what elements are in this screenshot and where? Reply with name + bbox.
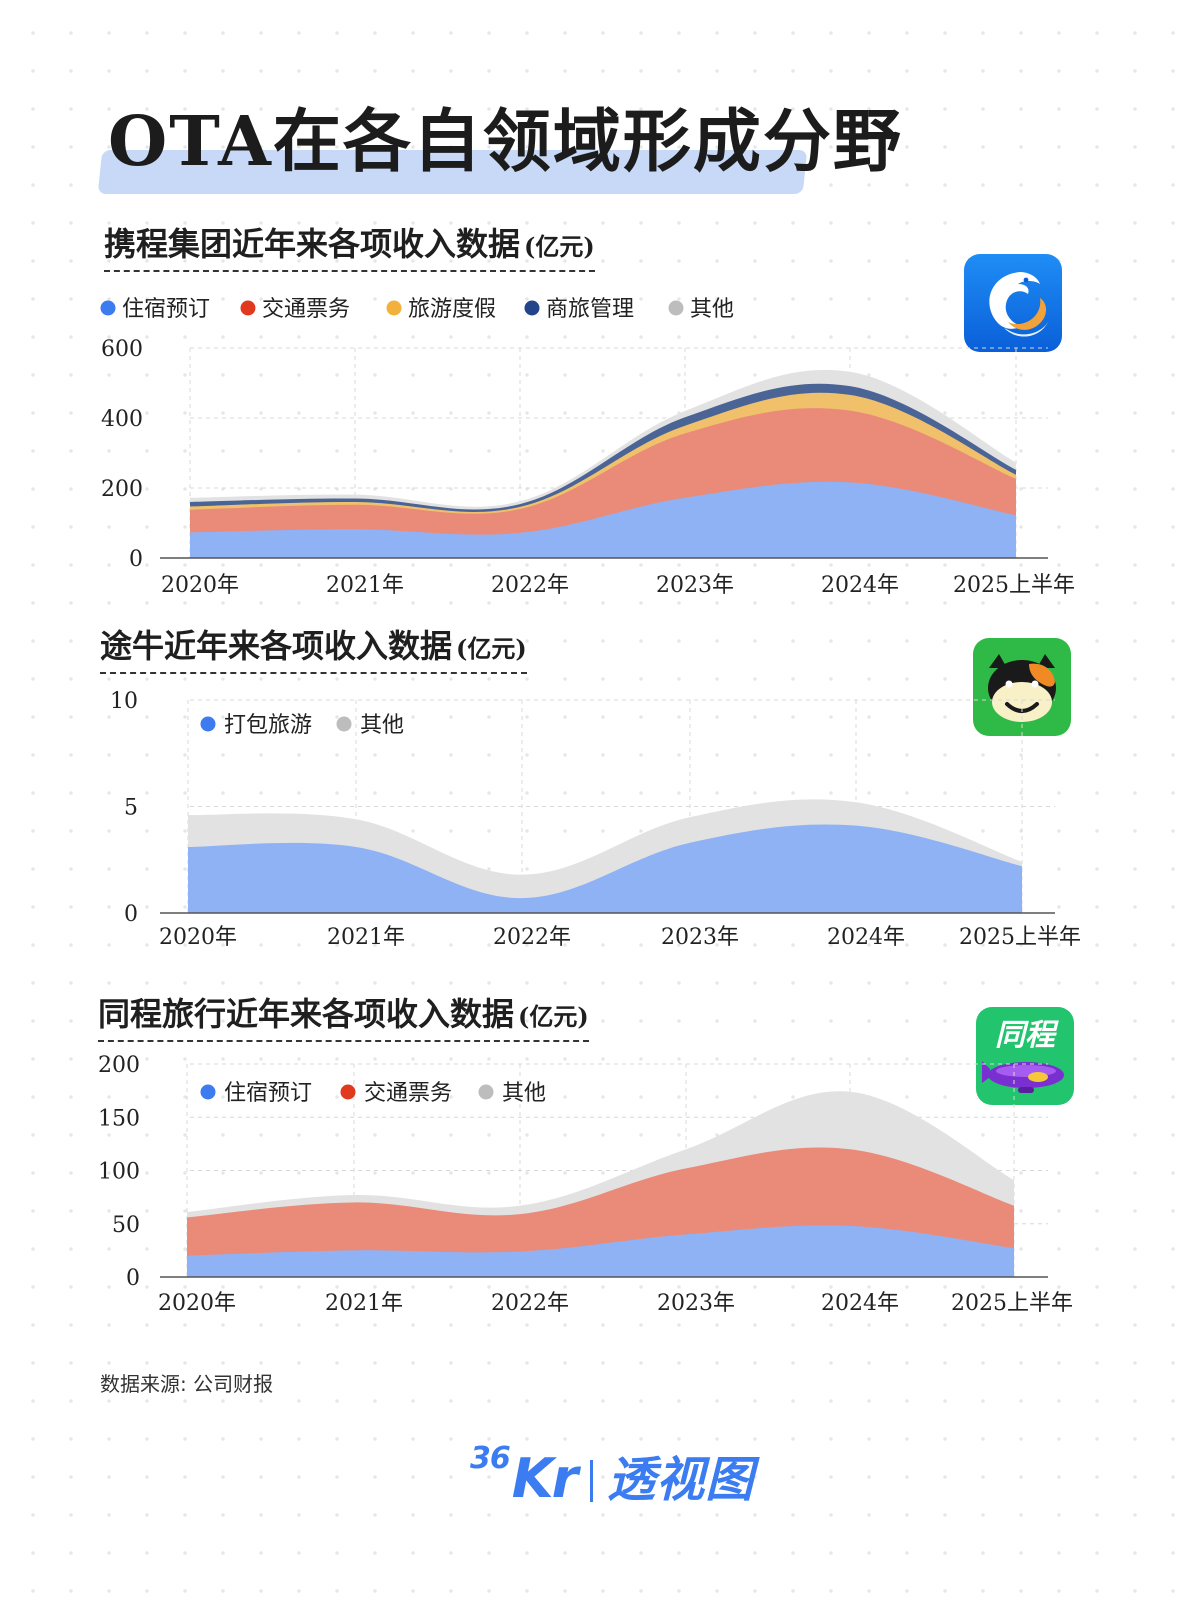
tongcheng-logo: 同程: [976, 1007, 1074, 1105]
legend: 住宿预订 交通票务 其他: [200, 1081, 546, 1106]
legend-dot: [668, 300, 684, 316]
legend-dot: [100, 300, 116, 316]
area-住宿预订: [187, 1225, 1014, 1277]
x-tick-label: 2020年: [161, 573, 239, 598]
legend-dot: [200, 1084, 216, 1100]
x-tick-label: 2023年: [657, 1291, 735, 1316]
data-source: 数据来源: 公司财报: [100, 1372, 274, 1396]
legend-label: 其他: [502, 1081, 546, 1106]
x-tick-label: 2020年: [159, 925, 237, 950]
x-tick-label: 2024年: [821, 573, 899, 598]
legend-label: 商旅管理: [546, 297, 634, 322]
legend-label: 住宿预订: [122, 297, 210, 322]
areas: [190, 369, 1016, 558]
chart-tuniu: 0 5 10 2020年 2021年 2022年 2023年 2024年 2025上半年 打包旅游…: [0, 676, 1201, 956]
brand-kr: Kr: [511, 1447, 578, 1510]
area-打包旅游: [188, 824, 1022, 913]
x-tick-label: 2024年: [827, 925, 905, 950]
area-住宿预订: [190, 481, 1016, 558]
x-tick-label: 2025上半年: [951, 1291, 1073, 1316]
x-tick-label: 2020年: [158, 1291, 236, 1316]
y-tick-label: 600: [101, 337, 143, 362]
y-tick-label: 10: [110, 689, 138, 714]
x-tick-label: 2023年: [661, 925, 739, 950]
y-tick-label: 5: [124, 796, 138, 821]
brand-separator: [590, 1460, 594, 1502]
legend-label: 交通票务: [364, 1081, 452, 1106]
x-tick-label: 2025上半年: [959, 925, 1081, 950]
areas: [188, 799, 1022, 913]
dolphin-icon: [964, 254, 1062, 352]
legend-label: 其他: [690, 297, 734, 322]
y-tick-label: 0: [124, 902, 138, 927]
brand-name: 透视图: [607, 1452, 755, 1508]
legend-label: 打包旅游: [224, 713, 312, 738]
legend-dot: [524, 300, 540, 316]
legend-dot: [200, 716, 216, 732]
y-tick-label: 200: [101, 477, 143, 502]
x-tick-label: 2021年: [326, 573, 404, 598]
page-title: OTA在各自领域形成分野: [108, 102, 903, 182]
section-title-ctrip: 携程集团近年来各项收入数据 (亿元): [104, 228, 595, 272]
chart-ctrip: 0 200 400 600 2020年 2021年 2022年 2023年 2024年 2025上…: [0, 280, 1201, 600]
x-tick-label: 2022年: [491, 1291, 569, 1316]
x-tick-label: 2024年: [821, 1291, 899, 1316]
legend-label: 旅游度假: [408, 297, 496, 322]
section-title-tongcheng-text: 同程旅行近年来各项收入数据: [98, 995, 515, 1033]
chart-svg-0: 0 200 400 600 2020年 2021年 2022年 2023年 2024年 2025上…: [100, 297, 1075, 598]
y-tick-label: 400: [101, 407, 143, 432]
tongcheng-logo-text: 同程: [995, 1018, 1059, 1053]
y-tick-label: 0: [129, 547, 143, 572]
legend-dot: [240, 300, 256, 316]
section-title-ctrip-text: 携程集团近年来各项收入数据: [104, 225, 521, 263]
x-tick-label: 2025上半年: [953, 573, 1075, 598]
legend-dot: [386, 300, 402, 316]
legend: 打包旅游 其他: [200, 713, 404, 738]
chart-svg-1: 0 5 10 2020年 2021年 2022年 2023年 2024年 2025上半年 打包旅游…: [110, 689, 1081, 950]
unit-label: (亿元): [518, 1002, 589, 1031]
legend: 住宿预订 交通票务 旅游度假 商旅管理 其他: [100, 297, 734, 322]
y-tick-label: 100: [98, 1160, 140, 1185]
chart-svg-2: 0 50 100 150 200 2020年 2021年 2022年 2023年 2024年 202…: [98, 1053, 1073, 1316]
x-tick-label: 2021年: [327, 925, 405, 950]
x-tick-label: 2022年: [493, 925, 571, 950]
x-tick-label: 2023年: [656, 573, 734, 598]
x-tick-label: 2021年: [325, 1291, 403, 1316]
section-title-tuniu-text: 途牛近年来各项收入数据: [100, 627, 453, 665]
section-title-tongcheng: 同程旅行近年来各项收入数据 (亿元): [98, 998, 589, 1042]
legend-dot: [478, 1084, 494, 1100]
x-tick-label: 2022年: [491, 573, 569, 598]
legend-label: 交通票务: [262, 297, 350, 322]
brand-logo: 36 Kr 透视图: [470, 1440, 754, 1510]
section-title-tuniu: 途牛近年来各项收入数据 (亿元): [100, 630, 527, 674]
y-tick-label: 200: [98, 1053, 140, 1078]
y-tick-label: 50: [112, 1213, 140, 1238]
unit-label: (亿元): [524, 232, 595, 261]
legend-label: 其他: [360, 713, 404, 738]
y-tick-label: 150: [98, 1106, 140, 1131]
y-tick-label: 0: [126, 1266, 140, 1291]
legend-dot: [336, 716, 352, 732]
unit-label: (亿元): [456, 634, 527, 663]
chart-tongcheng: 0 50 100 150 200 2020年 2021年 2022年 2023年 2024年 202…: [0, 1044, 1201, 1324]
airship-icon: 同程: [976, 1007, 1074, 1105]
brand-36: 36: [470, 1441, 511, 1476]
ctrip-logo: [964, 254, 1062, 352]
areas: [187, 1091, 1014, 1277]
legend-label: 住宿预订: [224, 1081, 312, 1106]
legend-dot: [340, 1084, 356, 1100]
